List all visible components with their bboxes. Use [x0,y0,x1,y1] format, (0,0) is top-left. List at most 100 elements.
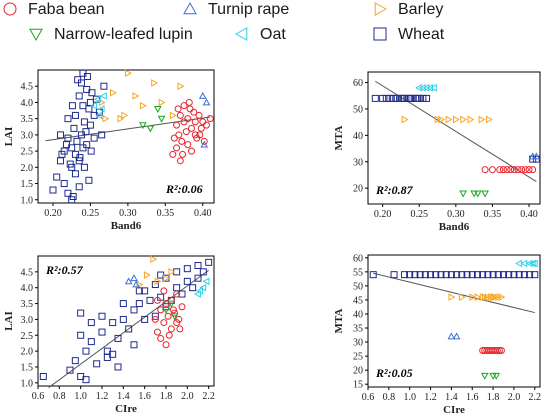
faba-bean-point [160,319,168,327]
y-tick-label: 2.5 [21,331,34,342]
barley-point [485,115,493,124]
wheat-point [100,82,108,90]
series-barley [448,293,506,301]
turnip-rape-legend-marker [183,1,197,15]
oat-point [528,259,536,268]
y-tick-label: 40 [353,309,363,320]
faba-bean-point [195,111,203,119]
series-oat [515,259,538,268]
wheat-point [406,94,414,102]
barley-point [117,114,125,123]
series-oat [90,92,107,120]
oat-point [90,101,98,110]
turnip-rape-point [532,152,541,160]
wheat-point [379,94,387,102]
barley-point [132,92,140,100]
wheat-point [90,134,98,142]
oat-point [93,95,101,104]
x-tick-label: 2.2 [202,391,215,402]
faba-bean-point [167,296,175,304]
trend-line [45,116,211,142]
series-oat [193,277,210,298]
faba-bean-point [176,157,184,165]
wheat-point [86,121,94,129]
x-tick-label: 0.30 [447,209,465,220]
wheat-point [447,271,455,279]
faba-bean-legend-marker [3,2,17,16]
x-tick-label: 0.6 [362,392,375,403]
faba-bean-point [184,115,192,123]
faba-bean-point [180,102,188,110]
barley-point [452,115,460,124]
x-tick-label: 1.8 [160,391,173,402]
wheat-point [74,76,82,84]
wheat-point [49,186,57,194]
wheat-point [76,154,84,162]
wheat-point [77,309,85,317]
faba-bean-point [176,111,184,119]
wheat-point [494,271,502,279]
r-squared-label: R²:0.05 [375,366,413,380]
turnip-rape-point [202,98,211,106]
wheat-point [71,111,79,119]
x-tick-label: 0.6 [32,391,45,402]
wheat-point [135,300,143,308]
faba-bean-point [499,166,507,174]
faba-bean-point [178,303,186,311]
barley-point [488,293,496,301]
y-tick-label: 1.5 [21,179,34,190]
x-tick-label: 1.4 [117,391,130,402]
r-squared-label: R²:0.57 [45,263,84,277]
oat-point [429,83,437,92]
turnip-rape-point [447,332,456,340]
legend-label: Wheat [398,26,445,43]
wheat-point [386,94,394,102]
faba-bean-point [184,141,192,149]
series-narrow-leafed-lupin [139,106,166,133]
barley-point [474,293,482,301]
x-tick-label: 1.4 [445,392,458,403]
barley-point [438,115,446,124]
y-tick-label: 40 [353,131,363,142]
x-axis-title: Band6 [439,221,470,233]
wheat-point [53,173,61,181]
x-tick-label: 0.35 [484,209,502,220]
faba-bean-point [173,121,181,129]
wheat-point [458,271,466,279]
x-axis-title: CIre [115,403,137,415]
faba-bean-point [178,137,186,145]
wheat-point [98,131,106,139]
x-tick-label: 2.2 [529,392,542,403]
wheat-point [75,92,83,100]
barley-point [469,293,477,301]
barley-point [169,111,177,120]
wheat-point [88,89,96,97]
faba-bean-point [167,325,175,333]
y-tick-label: 1.5 [21,362,34,373]
wheat-point [79,102,87,110]
y-tick-label: 45 [353,295,363,306]
oat-legend-marker [234,27,248,41]
legend-label: Oat [260,26,286,43]
narrow-leafed-lupin-point [492,372,501,380]
wheat-point [531,271,539,279]
legend-label: Barley [398,1,443,18]
panel-mta-cire: 0.6 0.8 1.0 1.2 1.4 1.6 1.8 2.0 2.2 15 20 25 30 35 40 4… [333,253,541,416]
wheat-point [82,347,90,355]
barley-point [158,98,166,107]
wheat-point [505,271,513,279]
oat-point [418,83,426,92]
wheat-point [75,183,83,191]
wheat-point [194,274,202,282]
wheat-point [390,94,398,102]
oat-point [99,92,107,100]
wheat-point [183,265,191,273]
faba-bean-point [180,118,188,126]
wheat-point [71,170,79,178]
narrow-leafed-lupin-point [473,190,482,198]
y-tick-label: 30 [353,338,363,349]
faba-bean-point [196,131,204,139]
wheat-point [56,157,64,165]
x-tick-label: 0.30 [119,208,137,219]
wheat-point [178,290,186,298]
